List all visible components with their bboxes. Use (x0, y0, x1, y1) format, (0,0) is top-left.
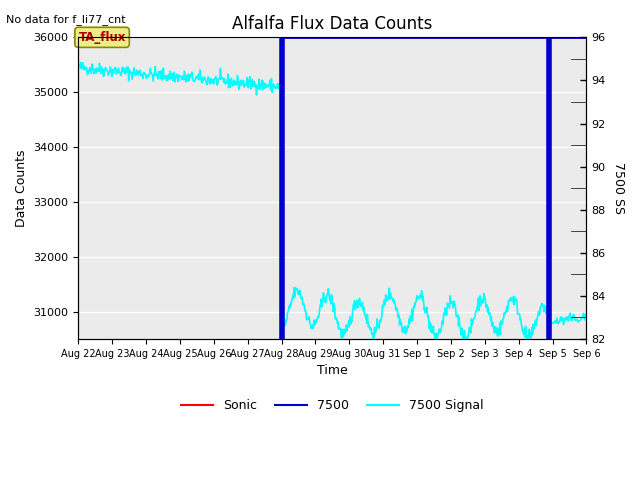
Y-axis label: 7500 SS: 7500 SS (612, 162, 625, 214)
Text: TA_flux: TA_flux (79, 31, 126, 44)
Title: Alfalfa Flux Data Counts: Alfalfa Flux Data Counts (232, 15, 433, 33)
X-axis label: Time: Time (317, 364, 348, 377)
Y-axis label: Data Counts: Data Counts (15, 149, 28, 227)
Text: No data for f_li77_cnt: No data for f_li77_cnt (6, 14, 126, 25)
Legend: Sonic, 7500, 7500 Signal: Sonic, 7500, 7500 Signal (177, 394, 488, 417)
